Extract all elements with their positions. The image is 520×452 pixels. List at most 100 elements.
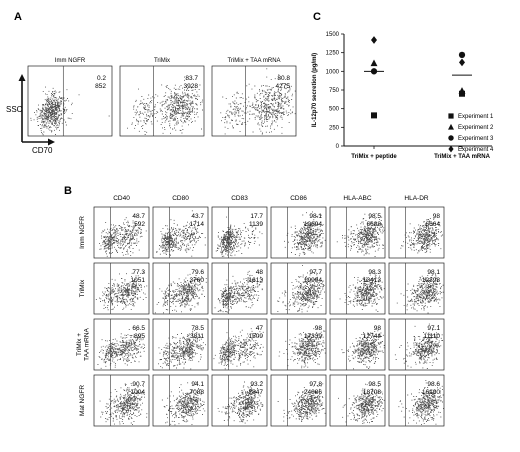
legend-marker-diamond [448,145,454,153]
plot-frame [211,318,268,371]
event-dots [396,273,444,314]
panel-a-percent: 0.2 [97,75,106,82]
legend-marker-circle [448,135,454,141]
panel-b-mfi: 10694 [304,221,322,228]
event-dots [127,76,203,135]
event-dots [398,380,444,426]
panel-a-mfi: 4275 [276,83,291,90]
plot-frame [93,206,150,259]
y-tick-label: 1000 [326,69,340,75]
panel-b-row-label: Mat NGFR [79,385,86,416]
panel-b-percent: 97.8 [309,381,322,388]
panel-b-mfi: 1051 [131,277,146,284]
y-axis-label: IL-12p70 secretion (pg/ml) [312,53,318,127]
y-tick-label: 1500 [326,32,340,38]
event-dots [338,383,385,424]
event-dots [158,329,206,370]
plot-frame [152,206,209,259]
plot-frame [211,206,268,259]
event-dots [161,381,206,426]
panel-b-percent: 98 [433,213,441,220]
plot-frame [270,374,327,427]
legend-label: Experiment 1 [458,114,494,120]
panel-a-plot-title: TriMix [154,58,170,64]
event-dots [278,328,326,369]
y-tick-label: 0 [336,144,340,150]
panel-b-percent: 98.1 [309,213,322,220]
event-dots [30,86,110,136]
event-dots [95,271,148,311]
panel-label-a: A [14,11,22,23]
plot-frame [270,262,327,315]
panel-b-mfi: 1509 [249,333,264,340]
panel-b-percent: 98 [315,325,323,332]
x-tick-label: TriMix + peptide [351,154,397,160]
panel-b-percent: 98.3 [368,269,381,276]
event-dots [214,270,263,313]
panel-b-mfi: 16100 [422,389,440,396]
y-tick-label: 750 [329,88,340,94]
panel-b-mfi: 6664 [426,221,441,228]
panel-b-mfi: 19994 [304,277,322,284]
x-tick-label: TriMix + TAA mRNA [434,154,491,160]
panel-b-percent: 98.5 [368,213,381,220]
event-dots [99,383,148,425]
panel-a-percent: 83.7 [185,75,198,82]
panel-b-column-header: CD86 [290,195,307,202]
panel-b-row-label: TriMix +TAA mRNA [76,327,91,360]
panel-b-percent: 98.5 [368,381,381,388]
y-tick-label: 250 [329,125,340,131]
legend-label: Experiment 2 [458,125,494,131]
panel-b-percent: 48.7 [132,213,145,220]
panel-b-mfi: 1004 [131,389,146,396]
panel-b-column-header: HLA-ABC [343,195,371,202]
event-dots [400,217,443,254]
legend-label: Experiment 3 [458,136,494,142]
panel-b-percent: 47 [256,325,264,332]
panel-a-plot-title: Imm NGFR [55,58,86,64]
panel-b-percent: 98 [374,325,382,332]
panel-b-percent: 97.7 [309,269,322,276]
panel-b-column-header: CD40 [113,195,130,202]
legend: Experiment 1 Experiment 2 Experiment 3 Expe… [448,113,494,153]
event-dots [394,323,443,369]
panel-b-column-header: HLA-DR [404,195,429,202]
panel-b-mfi: 17339 [304,333,322,340]
panel-b-mfi: 3760 [190,277,205,284]
event-dots [341,330,385,370]
panel-a-plot-title: TriMix + TAA mRNA [227,58,280,64]
y-tick-label: 500 [329,107,340,113]
data-point-circle [458,51,466,59]
panel-b-mfi: 18708 [363,389,381,396]
panel-b-percent: 77.3 [132,269,145,276]
event-dots [336,212,385,257]
event-dots [156,210,206,257]
event-dots [284,211,326,257]
panel-b-percent: 48 [256,269,264,276]
plot-frame [329,206,386,259]
legend-marker-square [448,113,454,119]
panel-b-row-label: Imm NGFR [79,216,86,249]
y-tick-label: 1250 [326,51,340,57]
event-dots [220,68,296,135]
panel-a-axis-arrows [18,74,55,146]
panel-b-percent: 93.2 [250,381,263,388]
